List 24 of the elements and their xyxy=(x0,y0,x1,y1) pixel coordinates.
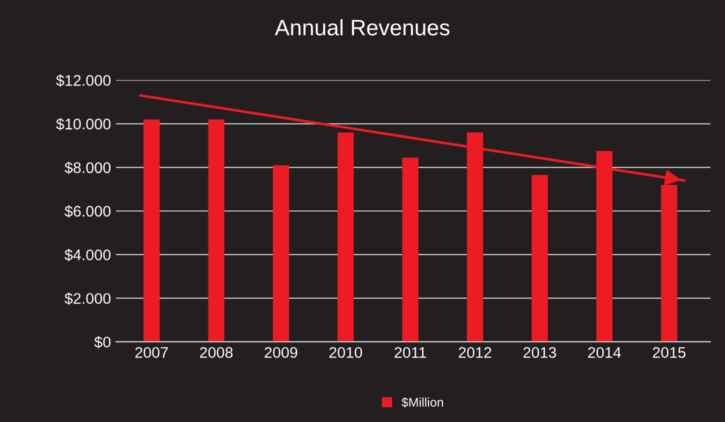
chart-title: Annual Revenues xyxy=(274,19,450,36)
bar xyxy=(338,132,354,342)
y-tick-label: $10.000 xyxy=(56,118,111,130)
x-tick-label: 2009 xyxy=(264,347,298,358)
y-tick-label: $0 xyxy=(94,336,111,348)
x-tick-label: 2008 xyxy=(200,347,233,358)
x-tick-label: 2007 xyxy=(135,347,168,358)
y-tick-label: $12.000 xyxy=(56,74,111,87)
y-tick-label: $2.000 xyxy=(64,292,111,305)
y-tick-label: $8.000 xyxy=(64,162,111,174)
bar xyxy=(208,119,224,342)
legend-label: $Million xyxy=(402,397,444,408)
x-tick-label: 2013 xyxy=(523,347,556,358)
x-tick-label: 2010 xyxy=(329,347,362,358)
x-tick-label: 2012 xyxy=(458,347,492,358)
bar xyxy=(532,175,548,342)
bar xyxy=(143,119,160,342)
x-tick-label: 2014 xyxy=(588,347,621,358)
bar xyxy=(272,165,290,342)
y-tick-label: $4.000 xyxy=(64,248,111,262)
x-tick-label: 2011 xyxy=(394,347,426,358)
x-tick-label: 2015 xyxy=(652,347,686,358)
bar xyxy=(402,158,418,342)
y-tick-label: $6.000 xyxy=(64,205,111,218)
